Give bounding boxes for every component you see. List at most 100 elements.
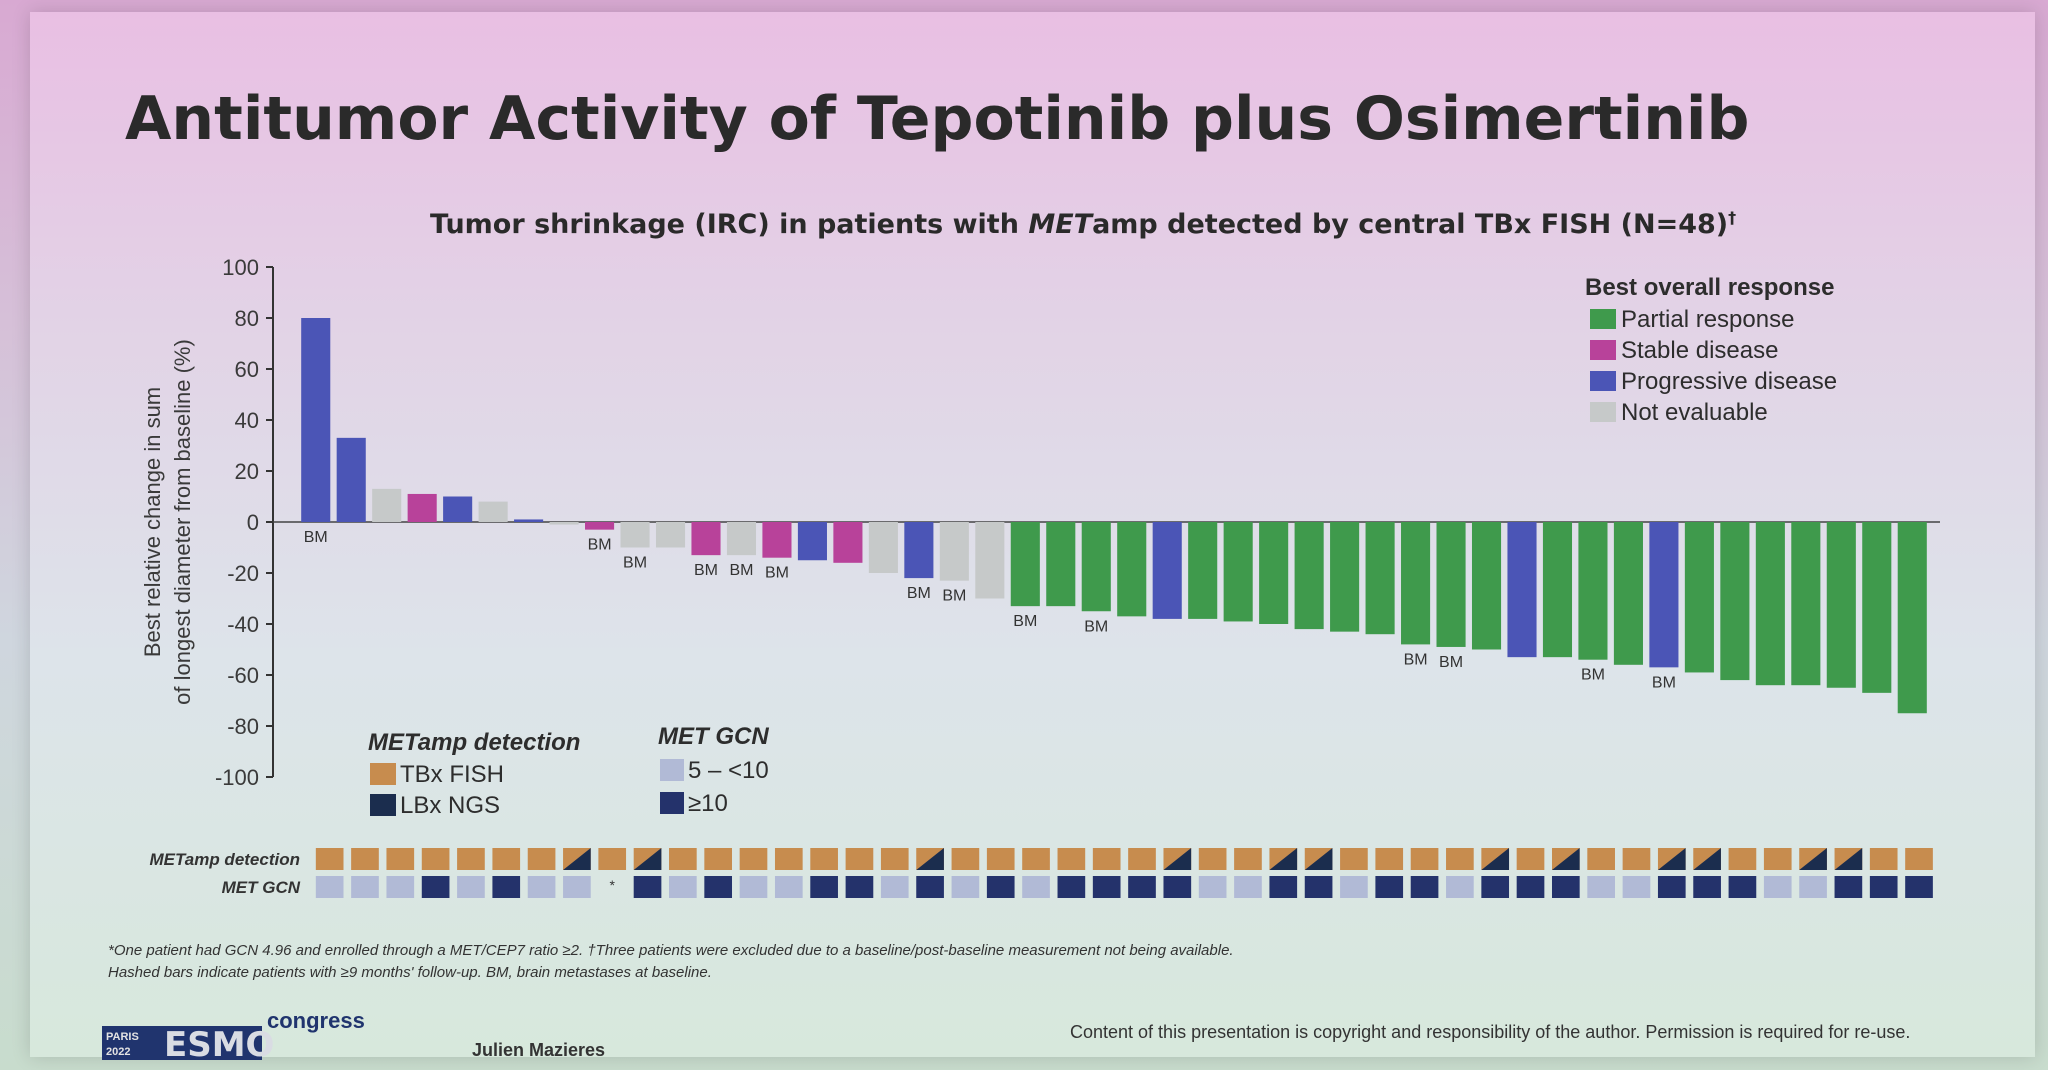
bar-39	[1649, 522, 1679, 668]
bar-41	[1720, 522, 1750, 681]
detection-box-21	[1022, 848, 1050, 870]
bar-2	[336, 437, 366, 522]
bar-37	[1578, 522, 1608, 660]
gcn-box-32	[1410, 876, 1439, 898]
gcn-box-29	[1304, 876, 1333, 898]
bar-3	[372, 488, 402, 522]
gcn-box-39	[1657, 876, 1686, 898]
bm-label-19: BM	[942, 588, 966, 605]
legend-swatch-PR	[1590, 309, 1616, 329]
detection-box-lbx-39	[1657, 848, 1686, 870]
gcn-box-42	[1763, 876, 1792, 898]
detection-box-26	[1198, 848, 1227, 870]
bar-36	[1542, 522, 1573, 658]
detection-swatch-L	[370, 794, 396, 816]
logo-brand-box	[158, 1026, 262, 1060]
gcn-box-3	[386, 876, 415, 898]
logo-paris-box	[102, 1026, 158, 1060]
gcn-box-22	[1057, 876, 1086, 898]
detection-box-22	[1057, 848, 1086, 870]
legend-label-NE: Not evaluable	[1621, 399, 1768, 426]
y-tick-label: -40	[227, 612, 259, 637]
bar-29	[1294, 522, 1324, 630]
legend-swatch-NE	[1590, 402, 1616, 422]
y-axis-label-line-2: of longest diameter from baseline (%)	[170, 339, 195, 705]
detection-swatch-T	[370, 763, 396, 785]
waterfall-chart: 100 80 60 40 20 0 -20 -40 -60 -80 -100 Best relativ…	[140, 255, 1940, 898]
detection-box-lbx-18	[916, 848, 944, 870]
detection-box-16	[845, 848, 874, 870]
bar-8	[549, 522, 579, 525]
bm-label-13: BM	[729, 562, 753, 579]
bar-4	[407, 493, 437, 522]
detection-box-lbx-28	[1269, 848, 1298, 870]
bm-label-32: BM	[1404, 651, 1428, 668]
bar-24	[1117, 522, 1147, 617]
subtitle-italic: MET	[1028, 209, 1093, 240]
bar-42	[1755, 522, 1785, 686]
detection-box-1	[315, 848, 344, 870]
gcn-box-33	[1446, 876, 1474, 898]
gcn-legend-title: MET GCN	[658, 723, 769, 750]
bm-label-21: BM	[1013, 613, 1037, 630]
bar-13	[726, 522, 757, 556]
footnote-2: Hashed bars indicate patients with ≥9 mo…	[108, 964, 712, 981]
detection-box-lbx-40	[1693, 848, 1721, 870]
bm-label-39: BM	[1652, 674, 1676, 691]
detection-box-32	[1410, 848, 1439, 870]
detection-box-9	[598, 848, 627, 870]
bar-11	[655, 522, 686, 548]
gcn-box-38	[1622, 876, 1651, 898]
chart-subtitle: Tumor shrinkage (IRC) in patients with M…	[430, 208, 1736, 240]
bar-40	[1684, 522, 1714, 673]
esmo-logo: PARIS 2022 ESMO congress	[102, 1008, 365, 1060]
detection-label-L: LBx NGS	[400, 792, 500, 819]
gcn-box-12	[704, 876, 733, 898]
y-tick-label: -80	[227, 714, 259, 739]
detection-box-12	[704, 848, 733, 870]
bm-label-9: BM	[588, 537, 612, 554]
detection-box-lbx-43	[1799, 848, 1827, 870]
bar-30	[1330, 522, 1360, 632]
slide-title: Antitumor Activity of Tepotinib plus Osi…	[125, 84, 1750, 154]
gcn-box-41	[1728, 876, 1757, 898]
detection-box-27	[1234, 848, 1262, 870]
gcn-asterisk: *	[609, 877, 615, 893]
gcn-box-24	[1128, 876, 1156, 898]
bm-label-1: BM	[304, 529, 328, 546]
gcn-box-45	[1869, 876, 1898, 898]
bar-28	[1259, 522, 1289, 624]
row-label-gcn: MET GCN	[222, 878, 301, 897]
detection-box-2	[351, 848, 379, 870]
y-tick-label: -100	[215, 765, 259, 790]
gcn-box-7	[527, 876, 556, 898]
bm-label-18: BM	[907, 585, 931, 602]
detection-box-11	[669, 848, 697, 870]
gcn-box-18	[916, 876, 944, 898]
gcn-swatch-lo	[660, 759, 684, 781]
gcn-box-34	[1481, 876, 1510, 898]
gcn-box-46	[1905, 876, 1933, 898]
gcn-box-11	[669, 876, 697, 898]
detection-box-4	[421, 848, 450, 870]
gcn-swatch-hi	[660, 792, 684, 814]
gcn-box-40	[1693, 876, 1721, 898]
bar-9	[585, 522, 615, 530]
bar-10	[620, 522, 650, 548]
copyright-notice: Content of this presentation is copyrigh…	[1070, 1022, 1911, 1042]
detection-box-lbx-10	[633, 848, 662, 870]
detection-box-41	[1728, 848, 1757, 870]
detection-box-31	[1375, 848, 1404, 870]
bar-43	[1791, 522, 1821, 686]
row-label-detection: METamp detection	[150, 850, 301, 869]
detection-box-20	[986, 848, 1015, 870]
y-tick-label: 0	[247, 510, 259, 535]
bar-35	[1507, 522, 1537, 658]
bar-16	[833, 522, 863, 563]
bar-15	[797, 522, 827, 561]
gcn-box-15	[810, 876, 838, 898]
gcn-box-13	[739, 876, 768, 898]
detection-box-lbx-36	[1551, 848, 1580, 870]
bar-18	[904, 522, 934, 579]
gcn-box-31	[1375, 876, 1404, 898]
